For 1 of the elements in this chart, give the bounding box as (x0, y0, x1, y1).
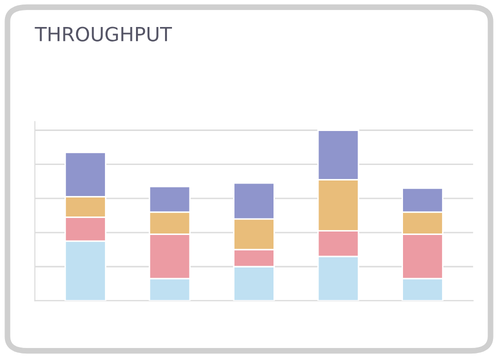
chart-title: THROUGHPUT (34, 26, 172, 42)
